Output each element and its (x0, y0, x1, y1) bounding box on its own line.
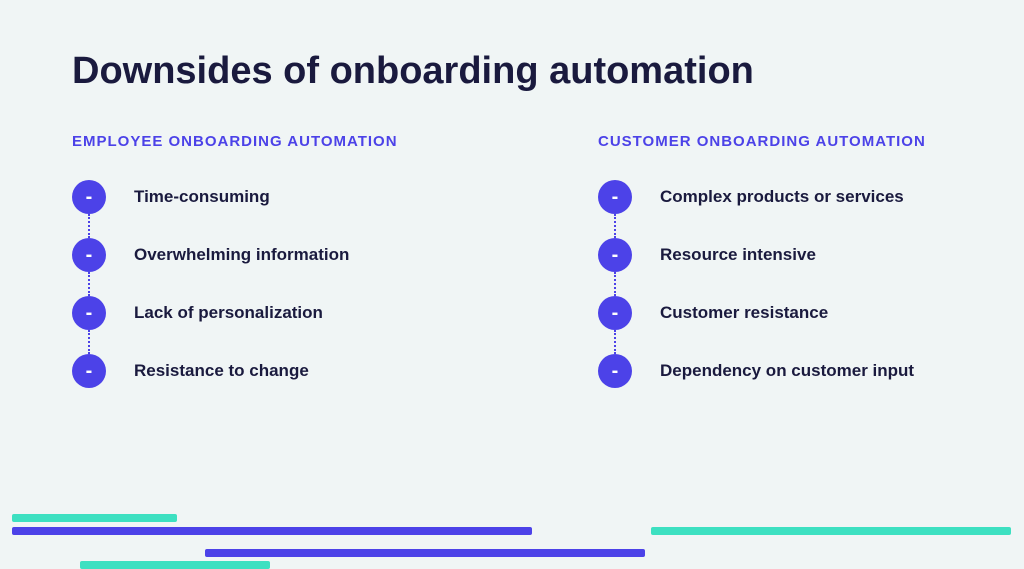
decoration-bar (651, 527, 1011, 535)
connector-line (88, 214, 90, 238)
connector-line (614, 330, 616, 354)
item-text: Dependency on customer input (660, 361, 914, 381)
item-text: Resource intensive (660, 245, 816, 265)
columns-container: EMPLOYEE ONBOARDING AUTOMATION - Time-con… (0, 93, 1024, 412)
item-text: Lack of personalization (134, 303, 323, 323)
decoration-bar (12, 514, 177, 522)
item-text: Customer resistance (660, 303, 828, 323)
right-item-list: - Complex products or services - Resource i… (598, 180, 1024, 388)
minus-bullet-icon: - (598, 180, 632, 214)
minus-bullet-icon: - (598, 238, 632, 272)
list-item: - Lack of personalization (72, 296, 498, 330)
decoration-bar (80, 561, 270, 569)
decoration-bar (12, 527, 532, 535)
left-item-list: - Time-consuming - Overwhelming information… (72, 180, 498, 388)
list-item: - Time-consuming (72, 180, 498, 214)
item-text: Resistance to change (134, 361, 309, 381)
item-text: Complex products or services (660, 187, 904, 207)
decoration-bar (205, 549, 645, 557)
item-text: Overwhelming information (134, 245, 349, 265)
connector-line (614, 214, 616, 238)
item-text: Time-consuming (134, 187, 270, 207)
right-column-header: CUSTOMER ONBOARDING AUTOMATION (598, 133, 1024, 150)
minus-bullet-icon: - (598, 354, 632, 388)
connector-line (88, 330, 90, 354)
connector-line (88, 272, 90, 296)
left-column: EMPLOYEE ONBOARDING AUTOMATION - Time-con… (72, 133, 498, 412)
list-item: - Overwhelming information (72, 238, 498, 272)
list-item: - Resistance to change (72, 354, 498, 388)
footer-decoration (0, 509, 1024, 569)
minus-bullet-icon: - (72, 238, 106, 272)
minus-bullet-icon: - (598, 296, 632, 330)
right-column: CUSTOMER ONBOARDING AUTOMATION - Complex … (598, 133, 1024, 412)
connector-line (614, 272, 616, 296)
page-title: Downsides of onboarding automation (0, 0, 1024, 93)
minus-bullet-icon: - (72, 354, 106, 388)
list-item: - Resource intensive (598, 238, 1024, 272)
list-item: - Customer resistance (598, 296, 1024, 330)
minus-bullet-icon: - (72, 180, 106, 214)
left-column-header: EMPLOYEE ONBOARDING AUTOMATION (72, 133, 498, 150)
list-item: - Dependency on customer input (598, 354, 1024, 388)
minus-bullet-icon: - (72, 296, 106, 330)
list-item: - Complex products or services (598, 180, 1024, 214)
